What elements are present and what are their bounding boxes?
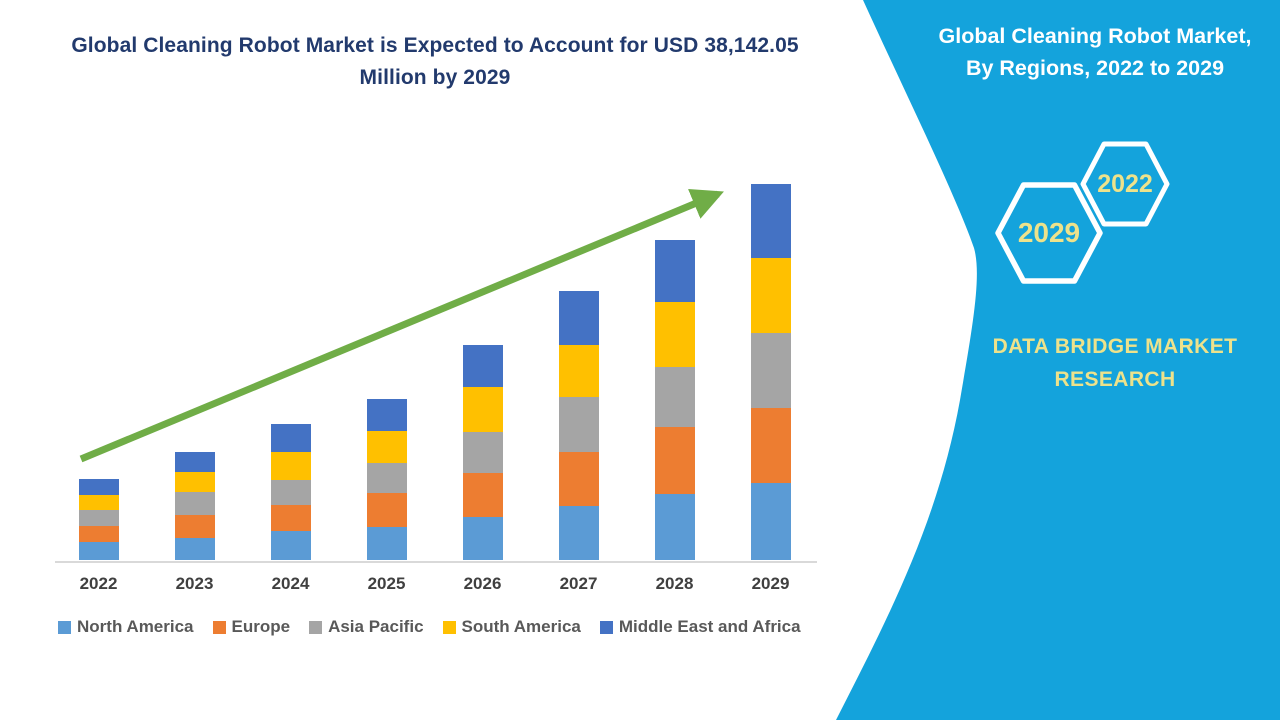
legend-swatch-icon [442, 620, 456, 634]
panel-title: Global Cleaning Robot Market, By Regions… [925, 20, 1265, 85]
bar-segment-2023-asia-pacific [174, 492, 215, 515]
bar-segment-2024-south-america [270, 452, 311, 480]
chart-legend: North America Europe Asia Pacific South Ame… [58, 617, 838, 637]
legend-item-south-america: South America [442, 617, 581, 637]
bar-segment-2028-south-america [654, 302, 695, 367]
hexagon-2022-label: 2022 [1097, 170, 1153, 198]
bar-segment-2023-south-america [174, 471, 215, 492]
legend-swatch-icon [212, 620, 226, 634]
bar-segment-2024-north-america [270, 530, 311, 560]
bar-segment-2024-europe [270, 505, 311, 531]
bar-segment-2028-europe [654, 427, 695, 494]
x-axis-label-2029: 2029 [751, 574, 790, 593]
bar-segment-2025-middle-east-and-africa [366, 399, 407, 431]
bar-segment-2027-asia-pacific [558, 396, 599, 452]
bar-segment-2022-middle-east-and-africa [78, 478, 119, 495]
legend-item-middle-east-and-africa: Middle East and Africa [599, 617, 801, 637]
bar-segment-2025-asia-pacific [366, 463, 407, 493]
x-axis-label-2024: 2024 [271, 574, 310, 593]
bar-chart-plot: 2022 2023 2024 2025 2026 2027 2028 2029 [55, 184, 817, 593]
legend-item-asia-pacific: Asia Pacific [309, 617, 424, 637]
legend-label: North America [77, 617, 194, 636]
x-axis-label-2028: 2028 [655, 574, 694, 593]
x-axis-label-2025: 2025 [367, 574, 406, 593]
bar-segment-2026-middle-east-and-africa [462, 345, 503, 387]
bar-segment-2023-europe [174, 514, 215, 538]
bar-segment-2025-south-america [366, 431, 407, 463]
brand-name: DATA BRIDGE MARKET RESEARCH [965, 331, 1265, 396]
bar-segment-2026-asia-pacific [462, 432, 503, 473]
bar-segment-2022-asia-pacific [78, 510, 119, 526]
bar-segment-2023-middle-east-and-africa [174, 451, 215, 472]
bar-segment-2027-south-america [558, 344, 599, 397]
bar-segment-2029-south-america [750, 258, 791, 333]
x-axis-label-2022: 2022 [79, 574, 118, 593]
brand-name-line1: DATA BRIDGE MARKET [992, 335, 1238, 358]
legend-label: Asia Pacific [328, 617, 424, 636]
x-axis-label-2023: 2023 [175, 574, 214, 593]
legend-swatch-icon [309, 620, 323, 634]
legend-label: South America [461, 617, 581, 636]
legend-label: Middle East and Africa [618, 617, 801, 636]
x-axis-label-2026: 2026 [463, 574, 502, 593]
panel-title-line2: By Regions, 2022 to 2029 [965, 56, 1225, 81]
bar-segment-2027-europe [558, 451, 599, 506]
bar-segment-2027-middle-east-and-africa [558, 290, 599, 345]
legend-item-north-america: North America [58, 617, 194, 637]
bar-segment-2029-europe [750, 408, 791, 483]
legend-swatch-icon [599, 620, 613, 634]
bar-segment-2024-middle-east-and-africa [270, 424, 311, 452]
bar-segment-2029-asia-pacific [750, 333, 791, 408]
bar-segment-2025-north-america [366, 527, 407, 560]
bar-segment-2029-middle-east-and-africa [750, 184, 791, 258]
bar-segment-2028-north-america [654, 494, 695, 560]
bar-segment-2022-north-america [78, 541, 119, 560]
bar-segment-2022-south-america [78, 494, 119, 510]
hexagon-2029-label: 2029 [1017, 217, 1081, 248]
brand-name-line2: RESEARCH [1054, 367, 1176, 391]
bar-segment-2029-north-america [750, 483, 791, 560]
x-axis-label-2027: 2027 [559, 574, 598, 593]
bar-segment-2023-north-america [174, 537, 215, 560]
bar-segment-2025-europe [366, 493, 407, 527]
bar-segment-2026-north-america [462, 516, 503, 560]
legend-item-europe: Europe [212, 617, 291, 637]
chart-title: Global Cleaning Robot Market is Expected… [71, 34, 799, 89]
bar-segment-2026-europe [462, 473, 503, 517]
bar-segment-2028-middle-east-and-africa [654, 240, 695, 302]
legend-label: Europe [231, 617, 291, 636]
bar-segment-2022-europe [78, 526, 119, 542]
x-axis-line [55, 561, 817, 563]
legend-swatch-icon [58, 620, 71, 634]
bar-segment-2027-north-america [558, 505, 599, 560]
bar-segment-2024-asia-pacific [270, 480, 311, 505]
bar-segment-2026-south-america [462, 387, 503, 432]
panel-title-line1: Global Cleaning Robot Market, [938, 24, 1252, 48]
bar-segment-2028-asia-pacific [654, 367, 695, 427]
